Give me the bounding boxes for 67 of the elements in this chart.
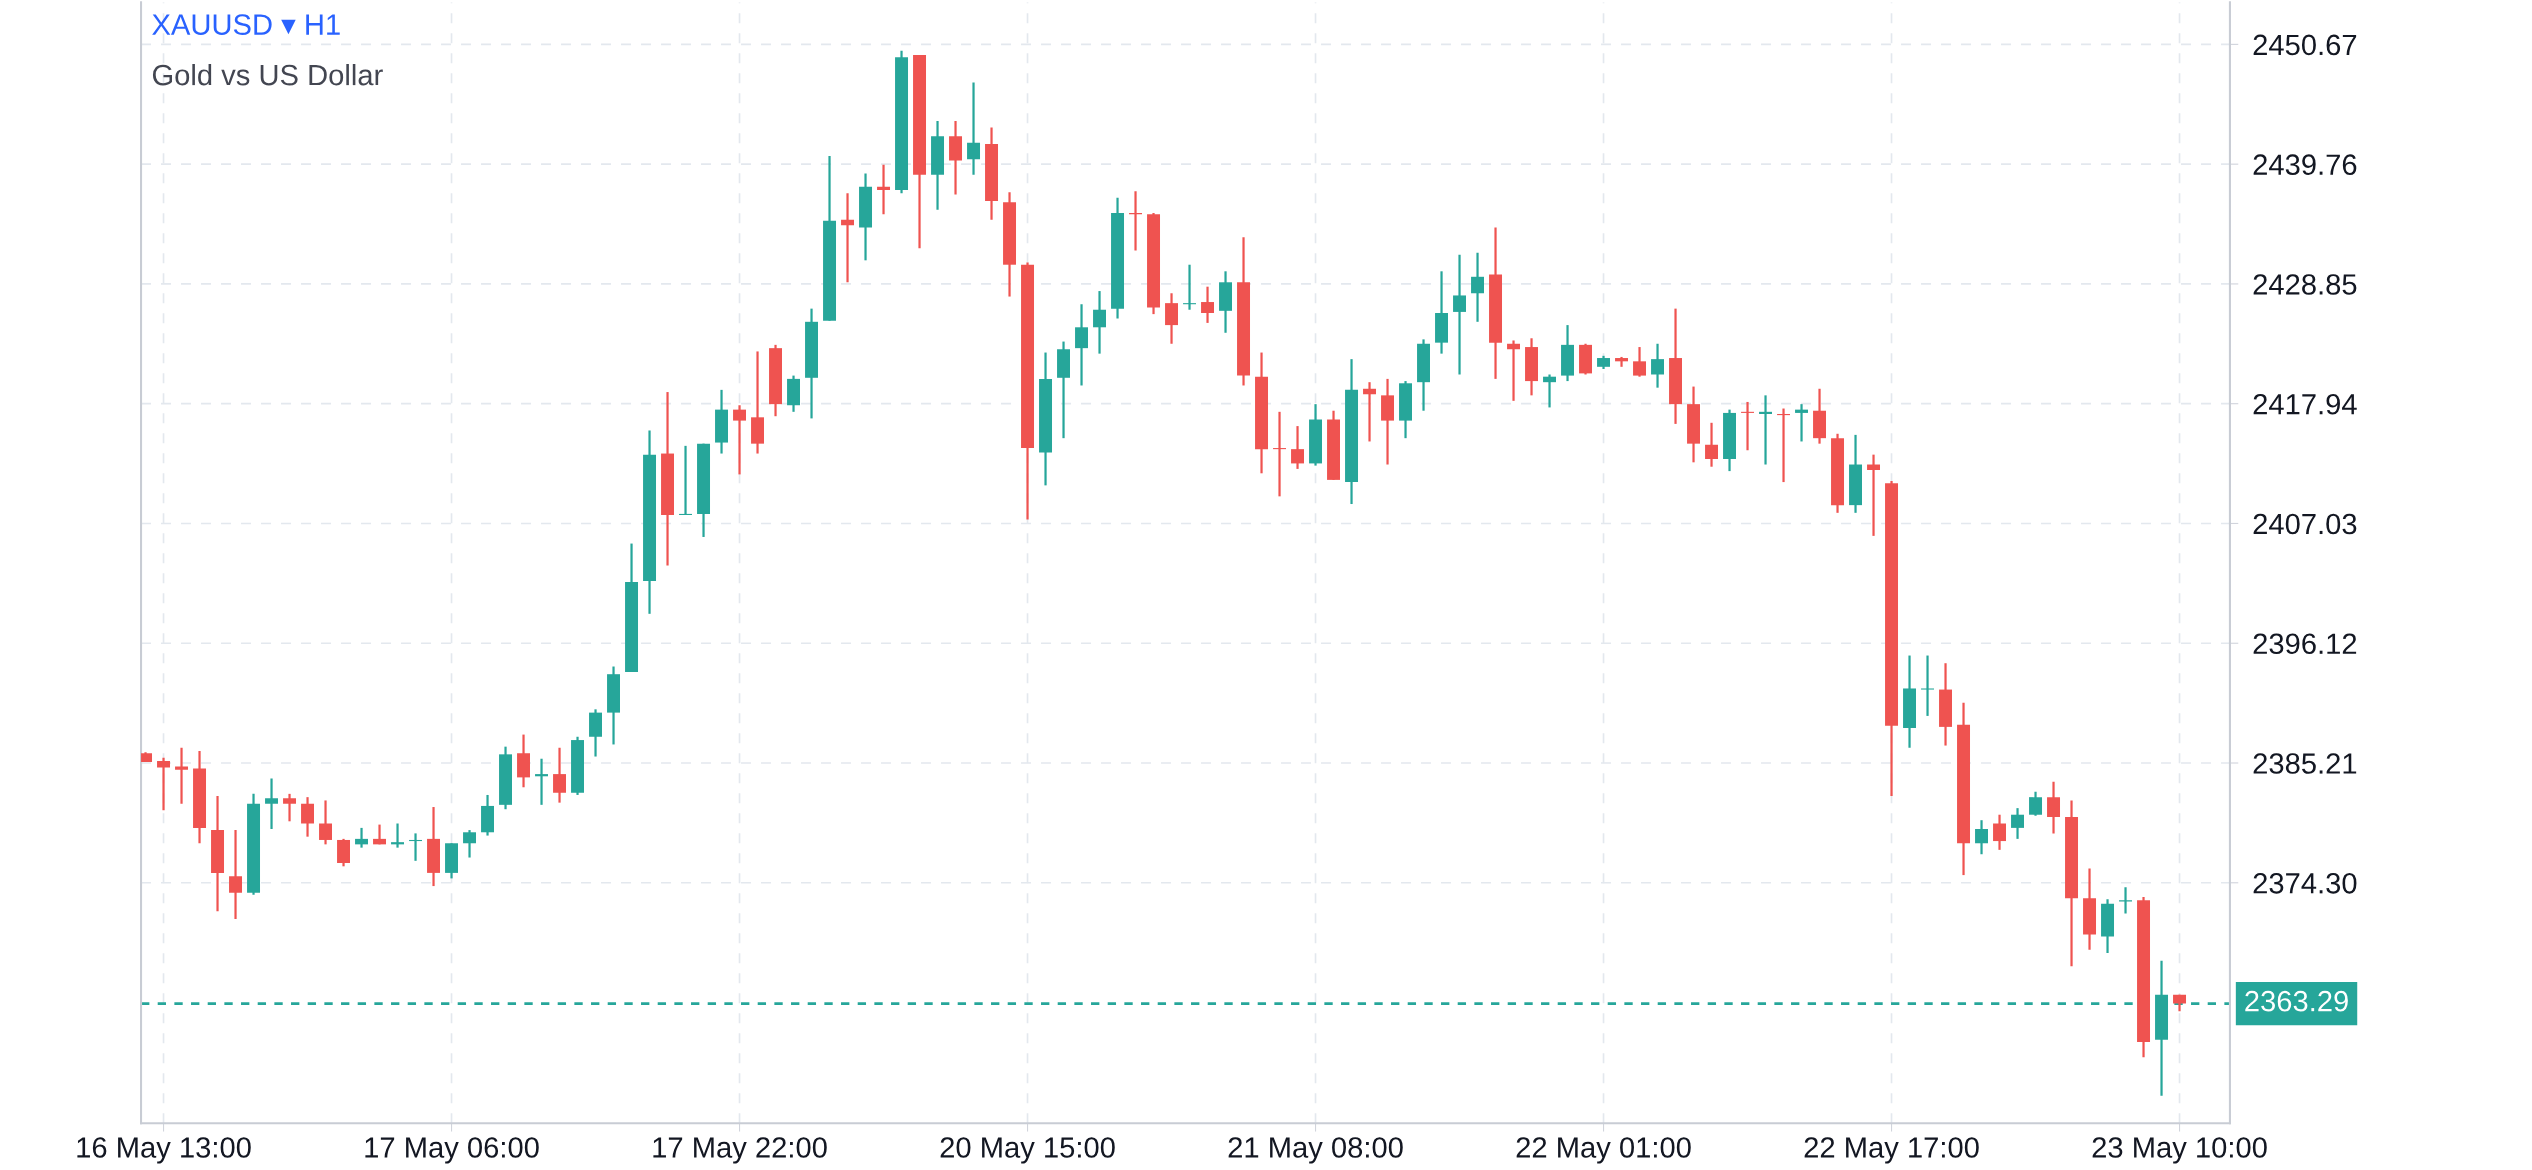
x-tick-label: 21 May 08:00 xyxy=(1228,1137,1403,1164)
candlestick xyxy=(1759,394,1773,466)
x-tick-label: 22 May 01:00 xyxy=(1516,1137,1691,1164)
candlestick xyxy=(337,837,351,868)
candlestick xyxy=(1993,813,2007,851)
text: Gold vs US Dollar xyxy=(152,63,383,86)
y-tick-label: 2407.03 xyxy=(2253,513,2357,535)
y-tick-label: 2385.21 xyxy=(2253,753,2357,774)
candlestick xyxy=(877,163,891,216)
candlestick xyxy=(265,777,279,831)
candlestick xyxy=(1471,251,1485,323)
y-tick-label: 2396.12 xyxy=(2253,633,2357,655)
y-tick-label: 2450.67 xyxy=(2253,34,2357,56)
candlestick xyxy=(355,826,369,849)
candlestick xyxy=(1741,400,1755,452)
candlestick xyxy=(967,81,981,176)
candlestick xyxy=(553,746,567,804)
candlestick xyxy=(463,828,477,859)
y-tick-label: 2428.85 xyxy=(2253,274,2357,295)
chart-title: XAUUSD ▾ H1 xyxy=(152,14,340,35)
candlestick xyxy=(283,792,297,823)
candlestick xyxy=(1705,421,1719,468)
candlestick xyxy=(1777,407,1791,484)
candlestick xyxy=(2011,807,2025,840)
x-tick-label: 17 May 06:00 xyxy=(365,1137,539,1164)
candlestick xyxy=(841,192,855,284)
candlestick xyxy=(1129,190,1143,252)
candlestick xyxy=(1867,453,1881,537)
candlestick xyxy=(1183,263,1197,311)
x-tick-label: 17 May 22:00 xyxy=(653,1137,827,1164)
candlestick xyxy=(1651,342,1665,389)
candlestick xyxy=(301,796,315,838)
candlestick xyxy=(2119,886,2133,915)
candlestick xyxy=(1615,355,1629,368)
candlestick xyxy=(535,757,549,806)
candlestick xyxy=(1075,303,1089,387)
ref-line-label: 2363.29 xyxy=(2245,990,2348,1012)
candlestick xyxy=(1543,373,1557,409)
y-tick-label: 2439.76 xyxy=(2253,154,2357,176)
candlestick xyxy=(1795,403,1809,443)
candlestick xyxy=(319,799,333,846)
x-tick-label: 20 May 15:00 xyxy=(940,1137,1115,1164)
candlestick xyxy=(1975,819,1989,856)
x-tick-label: 23 May 10:00 xyxy=(2092,1137,2267,1164)
candlestick xyxy=(1453,253,1467,376)
candlestick xyxy=(1507,339,1521,402)
candlestick xyxy=(1201,285,1215,325)
candlestick xyxy=(1633,345,1647,378)
x-tick-label: 22 May 17:00 xyxy=(1804,1137,1979,1164)
y-tick-label: 2417.94 xyxy=(2253,393,2357,415)
candlestick xyxy=(679,444,693,517)
candlestick xyxy=(229,828,243,921)
candlestick xyxy=(1273,410,1287,498)
candlestick xyxy=(391,822,405,849)
candlestick xyxy=(1363,381,1377,443)
candlestick xyxy=(409,832,423,862)
candlestick xyxy=(1291,424,1305,471)
candlestick xyxy=(1093,289,1107,355)
candlestick xyxy=(1921,654,1935,718)
candlestick xyxy=(733,404,747,476)
y-tick-label: 2374.30 xyxy=(2253,872,2357,894)
candlestick xyxy=(2047,780,2061,835)
candlestick xyxy=(1165,292,1179,345)
candlestick xyxy=(157,756,171,812)
x-tick-label: 16 May 13:00 xyxy=(77,1137,251,1164)
candlestick xyxy=(175,746,189,805)
candlestick xyxy=(2029,790,2043,817)
